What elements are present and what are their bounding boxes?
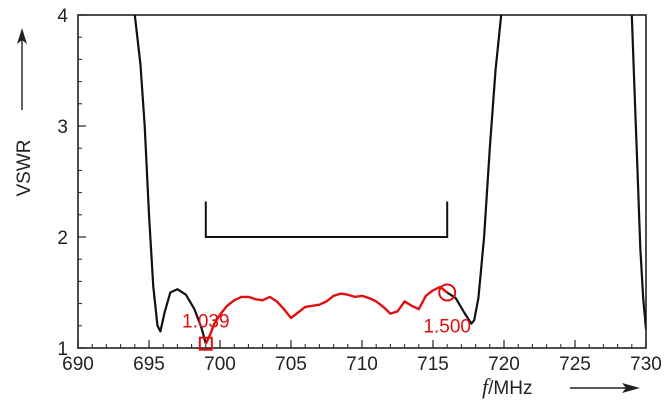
y-axis-title: VSWR — [14, 28, 35, 197]
x-tick-label: 690 — [62, 354, 94, 375]
x-tick-label: 720 — [488, 354, 520, 375]
passband-bracket — [204, 201, 449, 238]
plot-frame — [77, 14, 647, 349]
y-tick-label: 4 — [57, 6, 68, 27]
y-axis-arrow-head — [17, 28, 27, 44]
x-axis-label-variable: f — [482, 374, 491, 399]
edge-vswr-label: 1.500 — [423, 317, 471, 338]
x-axis-title: f/MHz — [482, 374, 640, 399]
vswr-black-segment — [133, 15, 207, 344]
x-axis-ticks: 690 695 700 705 710 715 720 725 730 — [62, 340, 662, 375]
edge-marker-circle — [438, 283, 457, 302]
x-tick-label: 715 — [417, 354, 449, 375]
y-axis-label: VSWR — [14, 140, 35, 197]
min-marker-square — [198, 336, 213, 351]
x-axis-label: f/MHz — [482, 374, 532, 399]
x-tick-label: 695 — [133, 354, 165, 375]
x-tick-label: 710 — [346, 354, 378, 375]
x-tick-label: 725 — [559, 354, 591, 375]
vswr-red-line — [204, 285, 448, 345]
x-tick-label: 700 — [204, 354, 236, 375]
x-tick-label: 730 — [630, 354, 662, 375]
x-tick-label: 705 — [275, 354, 307, 375]
plot-area: 1.039 1.500 — [77, 14, 647, 351]
vswr-black-segment — [446, 15, 503, 325]
series-group — [133, 15, 646, 345]
y-tick-label: 3 — [57, 117, 68, 138]
vswr-black-segment — [630, 15, 646, 330]
min-vswr-label: 1.039 — [182, 312, 230, 333]
x-axis-arrow-head — [622, 383, 640, 393]
x-axis-label-unit: /MHz — [488, 378, 532, 399]
y-axis-ticks: 1 2 3 4 — [57, 6, 86, 360]
y-tick-label: 2 — [57, 228, 68, 249]
y-tick-label: 1 — [57, 339, 68, 360]
